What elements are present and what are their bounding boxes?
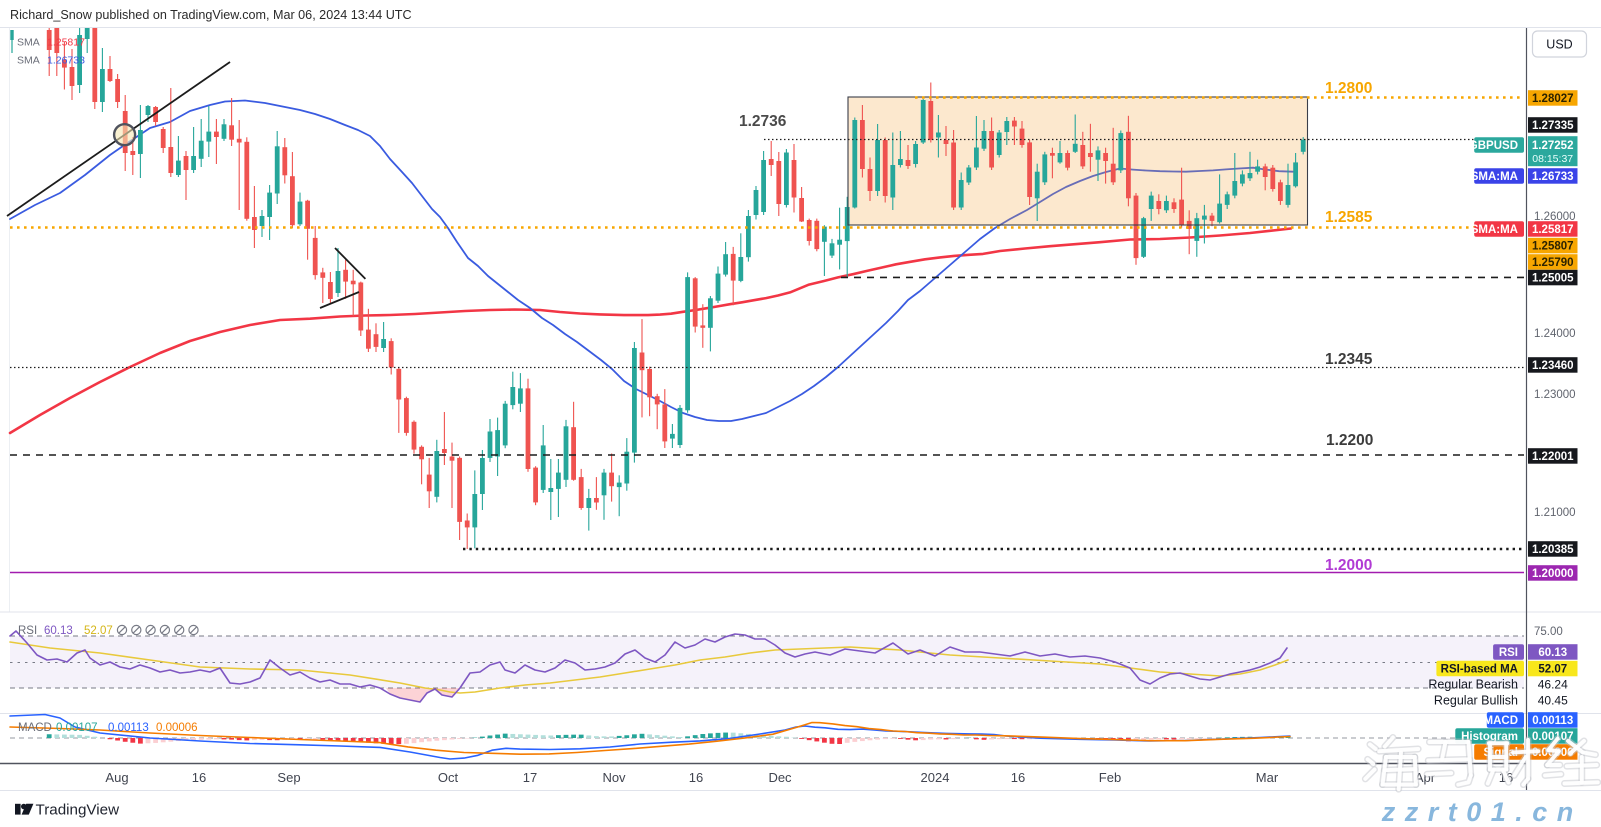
svg-text:1.27252: 1.27252 bbox=[1532, 140, 1574, 152]
svg-text:1.20000: 1.20000 bbox=[1532, 568, 1574, 580]
svg-text:52.07: 52.07 bbox=[84, 625, 113, 637]
svg-text:MACD: MACD bbox=[18, 722, 52, 734]
svg-text:0.00113: 0.00113 bbox=[1532, 715, 1573, 727]
svg-text:1.20385: 1.20385 bbox=[1532, 544, 1574, 556]
svg-text:16: 16 bbox=[689, 770, 703, 785]
svg-text:Nov: Nov bbox=[602, 770, 626, 785]
svg-text:2024: 2024 bbox=[921, 770, 950, 785]
svg-text:RSI: RSI bbox=[18, 625, 37, 637]
svg-text:0.00107: 0.00107 bbox=[1532, 731, 1574, 743]
svg-text:1.2345: 1.2345 bbox=[1325, 351, 1373, 368]
svg-text:1.2200: 1.2200 bbox=[1326, 432, 1373, 449]
svg-text:Sep: Sep bbox=[277, 770, 300, 785]
svg-text:Regular Bearish: Regular Bearish bbox=[1428, 678, 1518, 692]
svg-text:1.26733: 1.26733 bbox=[47, 55, 85, 67]
svg-text:1.23460: 1.23460 bbox=[1532, 360, 1574, 372]
svg-text:1.24000: 1.24000 bbox=[1534, 328, 1576, 340]
svg-text:1.25817: 1.25817 bbox=[1532, 224, 1574, 236]
svg-text:Richard_Snow published on Trad: Richard_Snow published on TradingView.co… bbox=[10, 8, 412, 22]
svg-text:USD: USD bbox=[1546, 38, 1572, 52]
svg-text:52.07: 52.07 bbox=[1538, 664, 1567, 676]
svg-text:60.13: 60.13 bbox=[1538, 647, 1567, 659]
svg-text:1.25790: 1.25790 bbox=[1532, 257, 1574, 269]
svg-text:SMA: SMA bbox=[17, 55, 40, 67]
svg-text:1.21000: 1.21000 bbox=[1534, 507, 1576, 519]
svg-text:1.26000: 1.26000 bbox=[1534, 211, 1576, 223]
svg-text:0.00006: 0.00006 bbox=[156, 722, 198, 734]
svg-text:1.22001: 1.22001 bbox=[1532, 451, 1574, 463]
svg-text:1.2736: 1.2736 bbox=[739, 113, 787, 130]
svg-text:TradingView: TradingView bbox=[36, 802, 120, 819]
svg-text:RSI: RSI bbox=[1499, 647, 1518, 659]
svg-text:40.45: 40.45 bbox=[1538, 694, 1568, 708]
svg-text:16: 16 bbox=[192, 770, 206, 785]
svg-text:1.2585: 1.2585 bbox=[1325, 209, 1373, 226]
svg-text:1.25005: 1.25005 bbox=[1532, 273, 1574, 285]
svg-text:SMA:MA: SMA:MA bbox=[1471, 171, 1518, 183]
svg-text:16: 16 bbox=[1011, 770, 1025, 785]
svg-text:1.28027: 1.28027 bbox=[1532, 93, 1574, 105]
svg-text:Aug: Aug bbox=[105, 770, 128, 785]
svg-text:1.25817: 1.25817 bbox=[47, 37, 85, 49]
svg-text:46.24: 46.24 bbox=[1538, 678, 1568, 692]
svg-text:1.2000: 1.2000 bbox=[1325, 557, 1372, 574]
svg-text:08:15:37: 08:15:37 bbox=[1532, 153, 1573, 165]
svg-text:Regular Bullish: Regular Bullish bbox=[1434, 694, 1518, 708]
svg-text:Mar: Mar bbox=[1256, 770, 1279, 785]
svg-text:RSI-based MA: RSI-based MA bbox=[1441, 664, 1518, 676]
svg-text:Dec: Dec bbox=[768, 770, 792, 785]
svg-text:1.23000: 1.23000 bbox=[1534, 389, 1576, 401]
svg-text:0.00107: 0.00107 bbox=[56, 722, 98, 734]
svg-text:1.26733: 1.26733 bbox=[1532, 171, 1574, 183]
svg-text:75.00: 75.00 bbox=[1534, 626, 1563, 638]
svg-text:1.2800: 1.2800 bbox=[1325, 80, 1372, 97]
svg-text:17: 17 bbox=[523, 770, 537, 785]
svg-text:MACD: MACD bbox=[1484, 715, 1519, 727]
svg-text:SMA: SMA bbox=[17, 37, 40, 49]
svg-text:Feb: Feb bbox=[1099, 770, 1121, 785]
svg-text:SMA:MA: SMA:MA bbox=[1471, 224, 1518, 236]
svg-text:0.00113: 0.00113 bbox=[108, 722, 149, 734]
svg-text:1.27335: 1.27335 bbox=[1532, 120, 1574, 132]
svg-text:GBPUSD: GBPUSD bbox=[1469, 140, 1518, 152]
svg-text:z z r t 0 1 . c n: z z r t 0 1 . c n bbox=[1381, 797, 1575, 827]
svg-text:60.13: 60.13 bbox=[44, 625, 73, 637]
svg-text:1.25807: 1.25807 bbox=[1532, 241, 1574, 253]
svg-text:Oct: Oct bbox=[438, 770, 459, 785]
